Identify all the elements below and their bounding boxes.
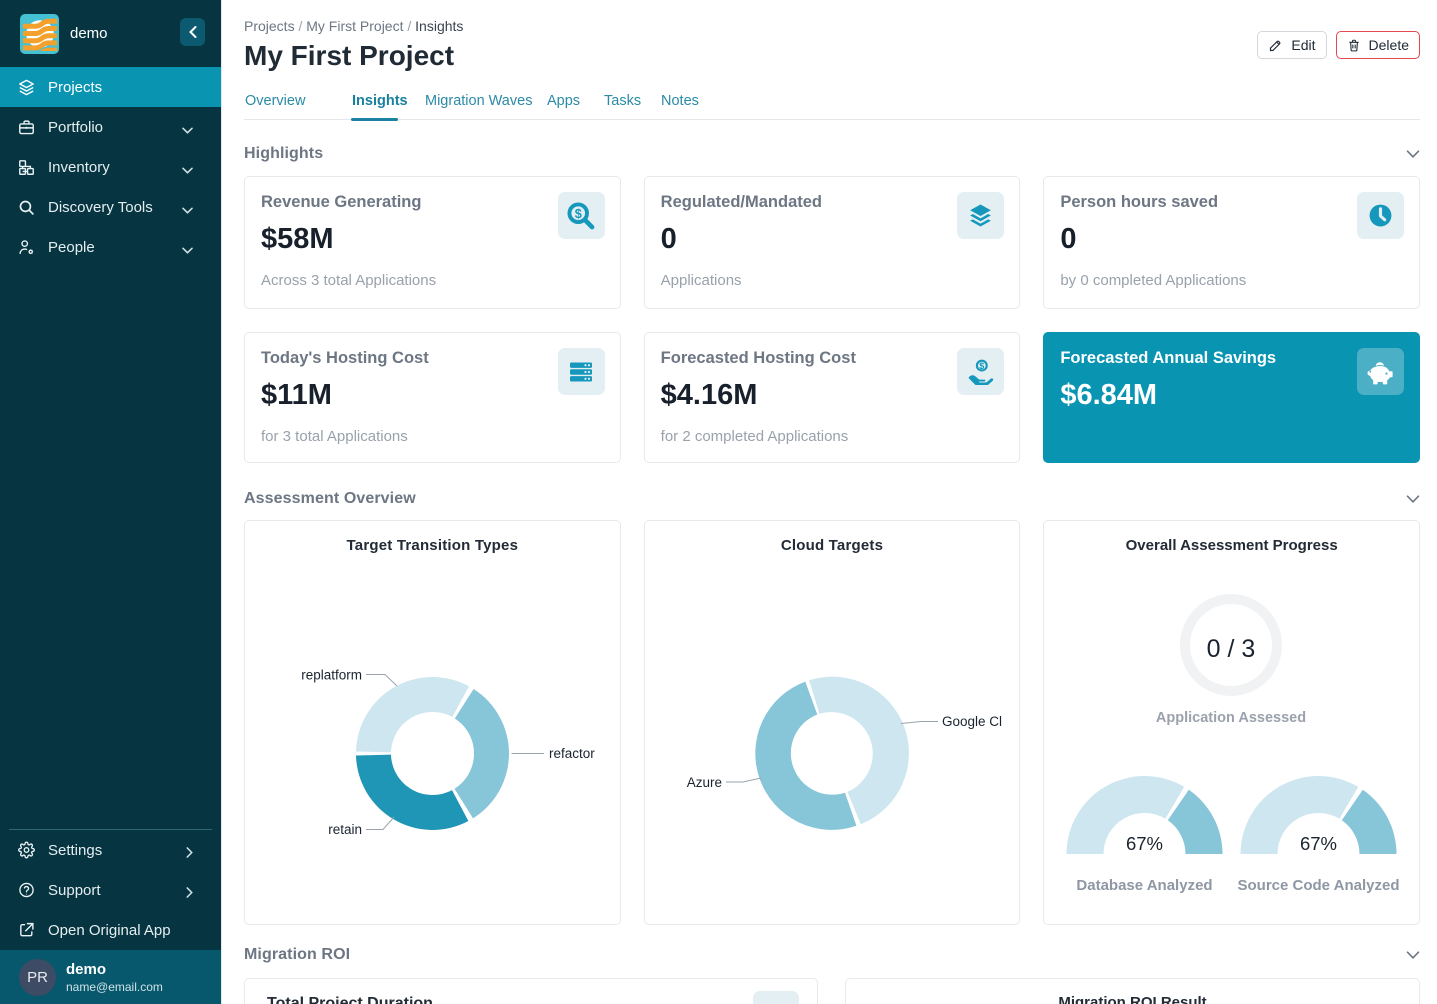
svg-text:Azure: Azure <box>686 775 721 790</box>
svg-text:0 / 3: 0 / 3 <box>1207 635 1256 663</box>
svg-text:67%: 67% <box>1300 833 1337 854</box>
svg-text:67%: 67% <box>1126 833 1163 854</box>
svg-text:refactor: refactor <box>549 746 595 761</box>
svg-text:replatform: replatform <box>301 668 362 683</box>
svg-text:$: $ <box>575 206 582 220</box>
svg-text:$: $ <box>980 361 985 371</box>
svg-text:Source Code Analyzed: Source Code Analyzed <box>1238 877 1400 894</box>
svg-text:Application Assessed: Application Assessed <box>1156 710 1306 726</box>
svg-text:Database Analyzed: Database Analyzed <box>1077 877 1213 894</box>
svg-text:retain: retain <box>328 822 362 837</box>
svg-text:Google Cl: Google Cl <box>942 714 1002 729</box>
